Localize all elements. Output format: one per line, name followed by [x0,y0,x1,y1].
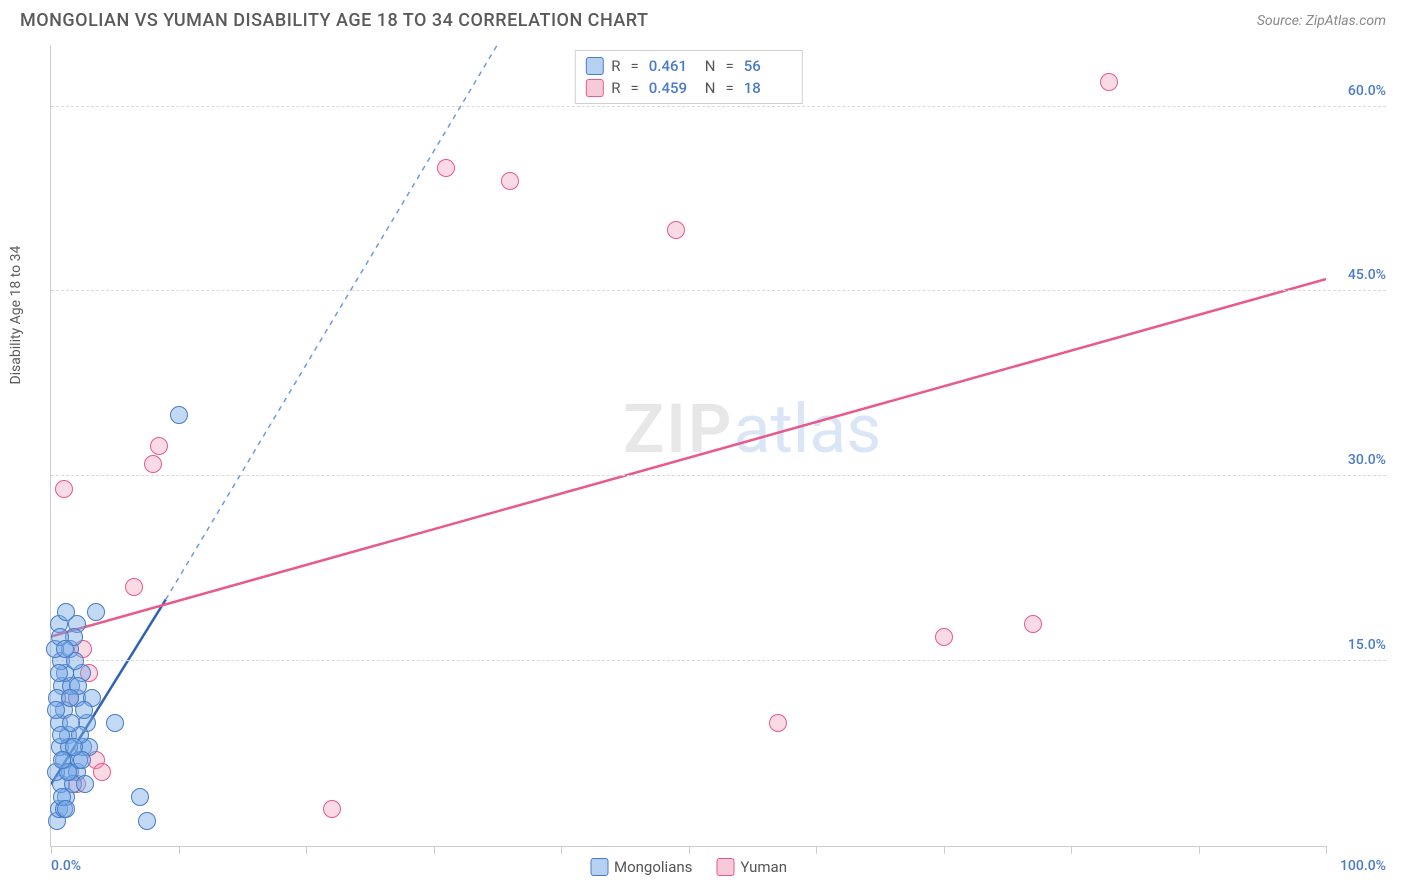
xtick [179,846,180,854]
xtick [51,846,52,854]
point-yuman [437,159,455,177]
xtick [1326,846,1327,854]
point-mongolian [61,689,79,707]
point-mongolian [62,714,80,732]
source-attribution: Source: ZipAtlas.com [1257,13,1386,29]
xtick [1071,846,1072,854]
stat-eq: = [725,57,733,75]
trend-lines [51,45,1326,846]
legend-item-yuman: Yuman [716,858,787,876]
ytick-label: 45.0% [1331,267,1386,283]
point-yuman [323,800,341,818]
xtick [944,846,945,854]
xtick [434,846,435,854]
stat-eq: = [631,57,639,75]
watermark: ZIPatlas [623,389,881,469]
stats-row-mongolian: R = 0.461 N = 56 [585,55,791,77]
point-mongolian [170,406,188,424]
y-axis-label: Disability Age 18 to 34 [8,245,24,384]
stat-label-r: R [611,79,620,97]
stat-eq: = [725,79,733,97]
stat-n-mongolian: 56 [744,57,792,75]
gridline-h [51,290,1386,291]
source-name: ZipAtlas.com [1306,13,1386,29]
xtick [561,846,562,854]
gridline-h [51,106,1386,107]
chart-container: ZIPatlas R = 0.461 N = 56 R = 0.459 N = … [50,45,1326,847]
point-mongolian [47,701,65,719]
xtick-label: 0.0% [51,858,81,874]
point-yuman [125,578,143,596]
swatch-yuman [585,79,603,97]
plot-area: ZIPatlas R = 0.461 N = 56 R = 0.459 N = … [50,45,1326,847]
watermark-part2: atlas [733,389,881,469]
point-yuman [935,628,953,646]
point-mongolian [76,775,94,793]
xtick [689,846,690,854]
swatch-mongolian [590,858,608,876]
point-yuman [55,480,73,498]
point-mongolian [50,664,68,682]
ytick-label: 30.0% [1331,452,1386,468]
stats-legend: R = 0.461 N = 56 R = 0.459 N = 18 [574,50,802,104]
gridline-h [51,475,1386,476]
stat-n-yuman: 18 [744,79,792,97]
xtick [1199,846,1200,854]
series-legend: Mongolians Yuman [590,858,787,876]
point-yuman [93,763,111,781]
point-mongolian [131,788,149,806]
source-prefix: Source: [1257,13,1306,29]
point-mongolian [57,800,75,818]
point-mongolian [138,812,156,830]
stat-r-mongolian: 0.461 [649,57,697,75]
point-mongolian [87,603,105,621]
legend-label-mongolian: Mongolians [614,858,692,876]
point-yuman [1100,73,1118,91]
point-yuman [144,455,162,473]
gridline-h [51,660,1386,661]
point-mongolian [57,603,75,621]
point-mongolian [56,640,74,658]
legend-label-yuman: Yuman [740,858,787,876]
xtick [816,846,817,854]
point-yuman [667,221,685,239]
xtick [306,846,307,854]
swatch-yuman [716,858,734,876]
swatch-mongolian [585,57,603,75]
chart-header: MONGOLIAN VS YUMAN DISABILITY AGE 18 TO … [0,0,1406,36]
stat-label-r: R [611,57,620,75]
point-yuman [769,714,787,732]
xtick-label: 100.0% [1340,858,1386,874]
point-mongolian [53,751,71,769]
stat-label-n: N [705,57,716,75]
legend-item-mongolian: Mongolians [590,858,692,876]
stats-row-yuman: R = 0.459 N = 18 [585,77,791,99]
watermark-part1: ZIP [623,389,733,469]
stat-label-n: N [705,79,716,97]
ytick-label: 15.0% [1331,637,1386,653]
point-yuman [150,437,168,455]
stat-eq: = [631,79,639,97]
chart-title: MONGOLIAN VS YUMAN DISABILITY AGE 18 TO … [20,10,649,31]
stat-r-yuman: 0.459 [649,79,697,97]
ytick-label: 60.0% [1331,83,1386,99]
point-yuman [501,172,519,190]
point-yuman [1024,615,1042,633]
point-mongolian [106,714,124,732]
